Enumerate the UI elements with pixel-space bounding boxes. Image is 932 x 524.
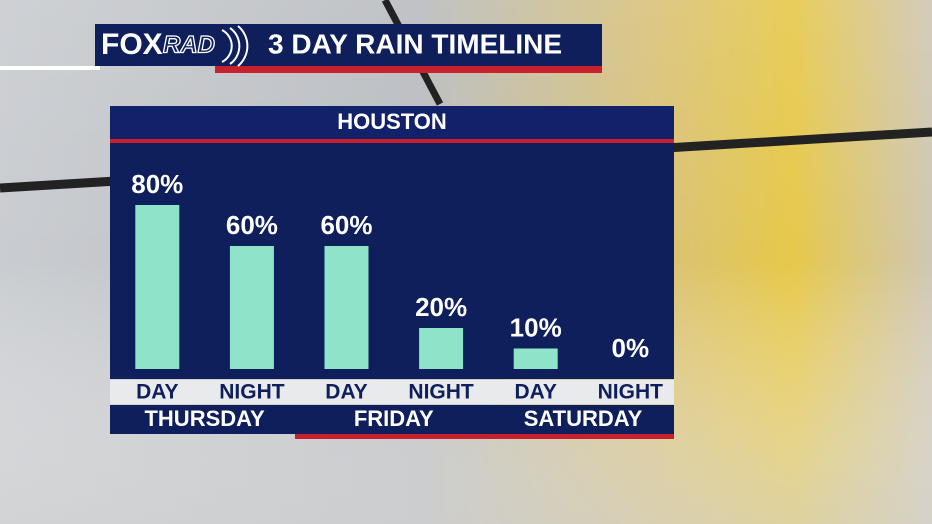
group-label: FRIDAY xyxy=(354,406,434,431)
group-strip xyxy=(110,405,674,434)
bar xyxy=(419,328,464,369)
x-tick-label: NIGHT xyxy=(219,381,285,404)
bar xyxy=(135,205,180,369)
category-strip xyxy=(110,380,674,404)
value-label: 0% xyxy=(612,333,650,363)
bar xyxy=(513,348,558,369)
value-label: 60% xyxy=(320,210,372,240)
value-label: 10% xyxy=(510,312,562,342)
group-label: THURSDAY xyxy=(144,406,265,431)
group-label: SATURDAY xyxy=(524,406,643,431)
header-bar xyxy=(95,24,602,66)
value-label: 20% xyxy=(415,292,467,322)
x-tick-label: DAY xyxy=(325,381,367,404)
value-label: 80% xyxy=(131,169,183,199)
plot-area xyxy=(110,143,674,379)
header-rule xyxy=(0,66,100,70)
brand-fox: FOX xyxy=(101,28,163,61)
header-underline xyxy=(215,64,602,73)
chart-title: 3 DAY RAIN TIMELINE xyxy=(268,28,562,59)
subtitle-rule xyxy=(110,139,674,143)
x-tick-label: DAY xyxy=(136,381,178,404)
group-rule xyxy=(295,434,674,439)
bar xyxy=(324,246,369,369)
chart-subtitle: HOUSTON xyxy=(337,109,447,134)
brand-rad: RAD xyxy=(163,31,215,58)
x-tick-label: NIGHT xyxy=(408,381,474,404)
brand-waves xyxy=(221,25,249,67)
value-label: 60% xyxy=(226,210,278,240)
subtitle-bar xyxy=(110,106,674,140)
x-tick-label: DAY xyxy=(514,381,556,404)
x-tick-label: NIGHT xyxy=(598,381,664,404)
bar xyxy=(229,246,274,369)
